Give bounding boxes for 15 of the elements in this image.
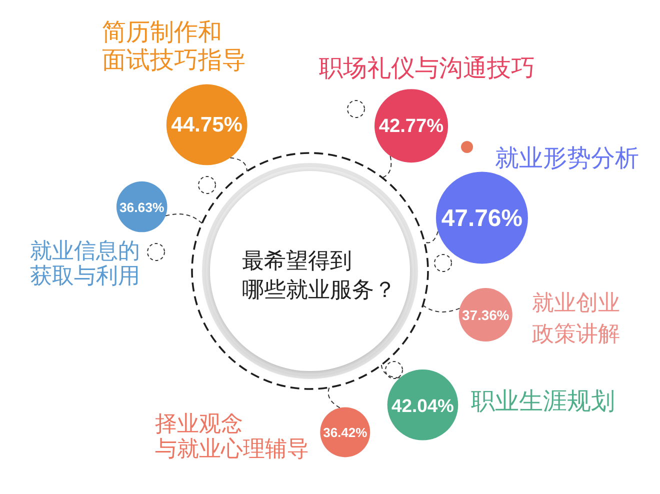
category-label: 择业观念与就业心理辅导 (155, 410, 309, 460)
category-label: 就业形势分析 (495, 144, 639, 172)
category-label: 就业创业政策讲解 (532, 290, 620, 346)
data-label: 42.04% (392, 394, 454, 416)
title: 最希望得到哪些就业服务？ (242, 248, 396, 302)
category-label: 职场礼仪与沟通技巧 (319, 54, 535, 82)
category-label: 职业生涯规划 (471, 388, 615, 414)
category-label: 简历制作和面试技巧指导 (102, 18, 246, 74)
data-label: 36.42% (323, 424, 368, 440)
category-label: 就业信息的获取与利用 (30, 238, 140, 288)
data-label: 36.63% (119, 199, 164, 214)
data-label: 47.76% (441, 204, 522, 232)
data-label: 37.36% (462, 306, 510, 323)
data-label: 44.75% (171, 113, 242, 136)
data-label: 42.77% (378, 115, 444, 136)
